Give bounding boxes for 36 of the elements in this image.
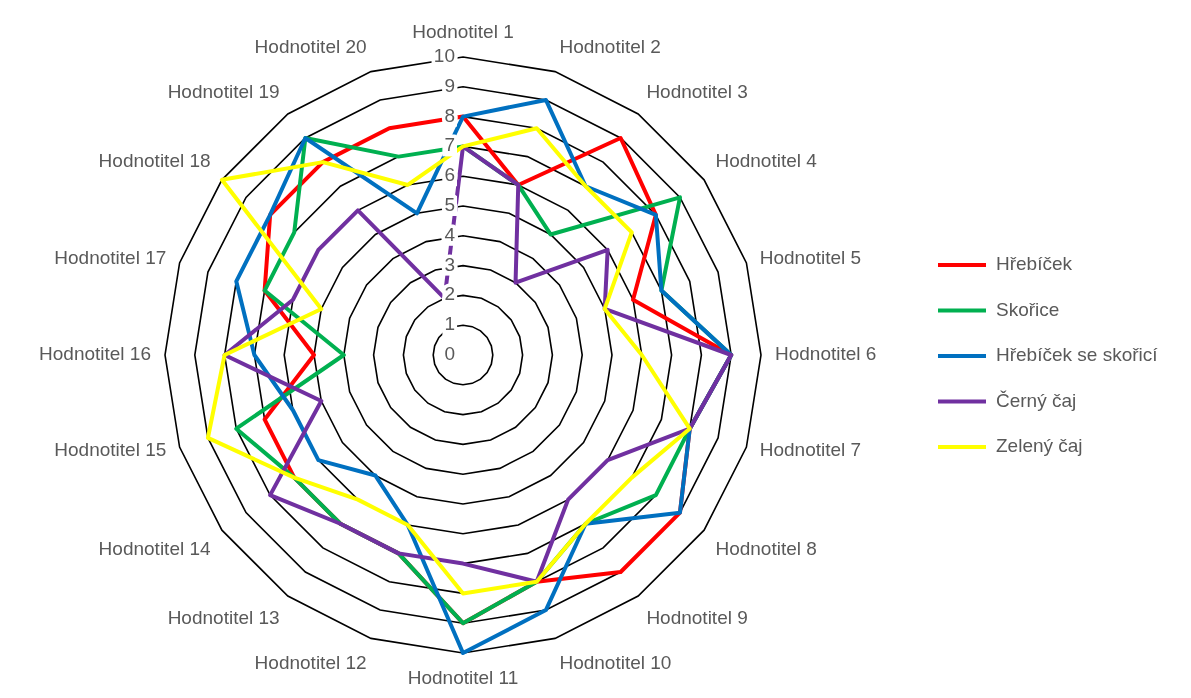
y-tick-label: 0 (444, 343, 455, 365)
spoke-label: Hodnotitel 12 (254, 651, 367, 673)
spoke-label: Hodnotitel 20 (254, 36, 367, 58)
y-tick-label: 10 (433, 45, 455, 67)
spoke-label: Hodnotitel 10 (559, 651, 672, 673)
y-tick-label: 8 (444, 104, 455, 126)
spoke-label: Hodnotitel 17 (54, 246, 167, 268)
spoke-label: Hodnotitel 15 (54, 439, 167, 461)
spoke-label: Hodnotitel 9 (646, 607, 748, 629)
spoke-label: Hodnotitel 3 (646, 80, 748, 102)
y-tick-label: 4 (444, 223, 456, 245)
spoke-label: Hodnotitel 2 (559, 36, 661, 58)
spoke-label: Hodnotitel 1 (412, 21, 514, 43)
legend-label: Hřebíček se skořicí (996, 344, 1159, 366)
spoke-label: Hodnotitel 16 (39, 343, 151, 365)
legend-label: Černý čaj (996, 389, 1077, 411)
y-tick-label: 2 (444, 283, 455, 305)
legend-label: Zelený čaj (996, 435, 1083, 457)
legend-label: Hřebíček (996, 253, 1073, 275)
y-tick-label: 6 (444, 164, 455, 186)
spoke-label: Hodnotitel 6 (775, 343, 877, 365)
spoke-label: Hodnotitel 5 (759, 246, 862, 268)
spoke-label: Hodnotitel 19 (167, 80, 280, 102)
y-tick-label: 1 (444, 313, 455, 335)
y-tick-label: 3 (444, 253, 455, 275)
spoke-label: Hodnotitel 14 (98, 538, 212, 560)
spoke-label: Hodnotitel 18 (98, 149, 211, 171)
y-tick-label: 5 (444, 194, 455, 216)
spoke-label: Hodnotitel 11 (407, 667, 519, 689)
legend-label: Skořice (996, 298, 1060, 320)
y-tick-label: 7 (444, 134, 455, 156)
spoke-label: Hodnotitel 7 (759, 439, 862, 461)
y-tick-label: 9 (444, 74, 455, 96)
spoke-label: Hodnotitel 13 (167, 607, 280, 629)
spoke-label: Hodnotitel 4 (715, 149, 818, 171)
spoke-label: Hodnotitel 8 (715, 538, 817, 560)
